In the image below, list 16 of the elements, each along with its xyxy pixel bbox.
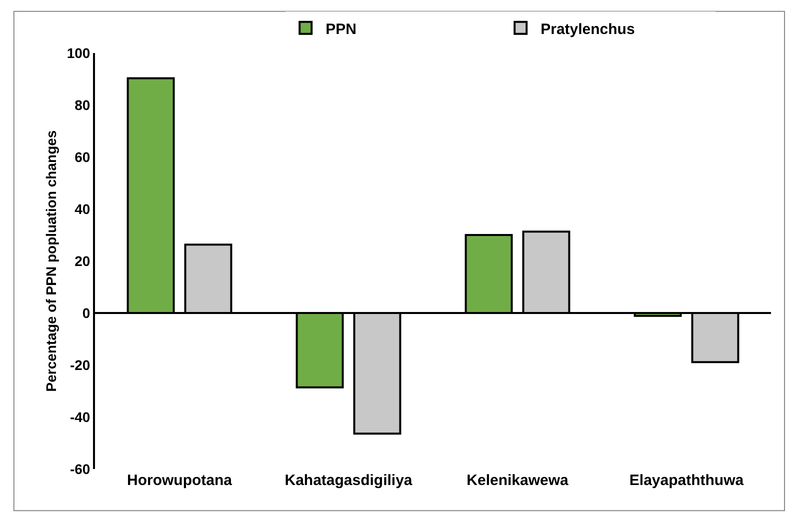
- y-tick-label: -60: [70, 460, 90, 477]
- y-tick-label: 100: [66, 44, 90, 61]
- x-tick-label: Kelenikawewa: [466, 472, 570, 489]
- y-tick-label: 80: [74, 96, 90, 113]
- x-tick-label: Kahatagasdigiliya: [284, 472, 413, 489]
- y-tick-label: -40: [70, 408, 90, 425]
- y-tick-label: 0: [82, 304, 90, 321]
- x-tick-label: Elayapaththuwa: [629, 472, 744, 489]
- y-tick-label: 40: [74, 200, 90, 217]
- x-tick-label: Horowupotana: [127, 472, 233, 489]
- y-tick-label: -20: [70, 356, 90, 373]
- y-tick-label: 60: [74, 148, 90, 165]
- legend-label: PPN: [326, 20, 356, 38]
- y-tick-label: 20: [74, 252, 90, 269]
- y-axis-title: Percentage of PPN popluation changes: [43, 130, 59, 392]
- legend-label: Pratylenchus: [540, 20, 635, 38]
